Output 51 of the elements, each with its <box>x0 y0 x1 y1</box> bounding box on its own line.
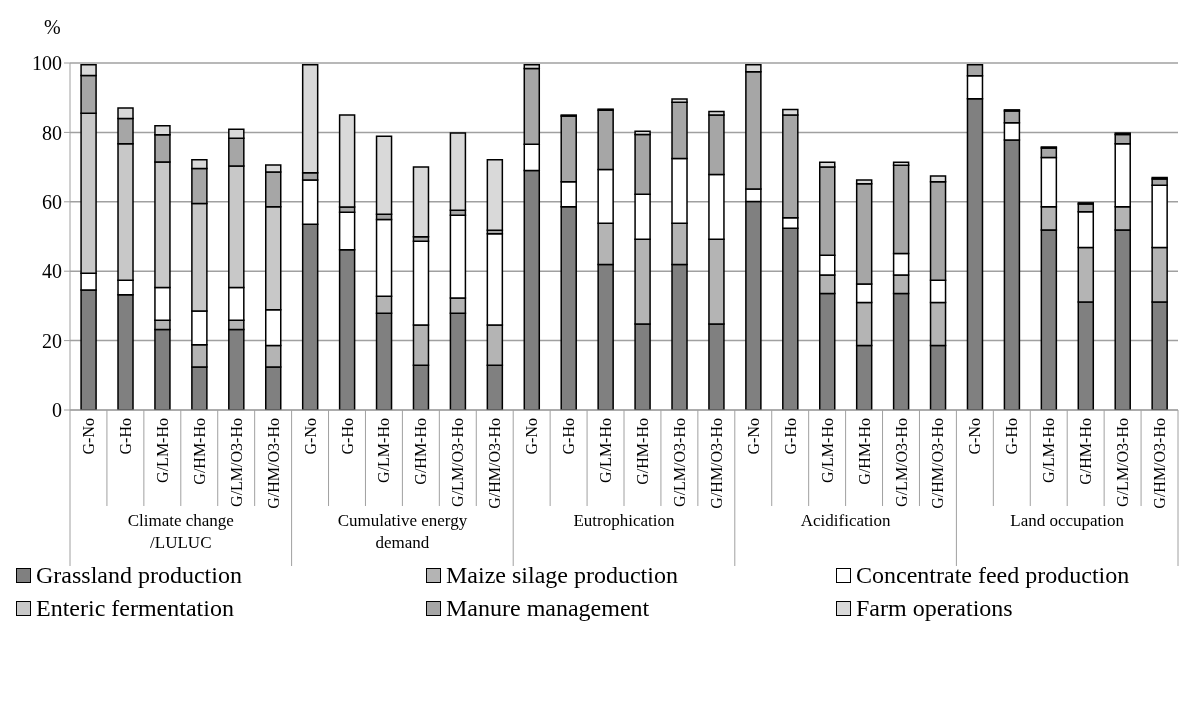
y-tick-label: 20 <box>42 329 62 352</box>
x-tick-label: G-No <box>966 418 984 455</box>
y-tick-label: 100 <box>32 52 62 75</box>
y-axis-title: % <box>44 16 61 39</box>
bar <box>412 166 430 238</box>
bar <box>375 135 393 216</box>
y-tick-label: 60 <box>42 190 62 213</box>
legend-label: Maize silage production <box>446 562 678 589</box>
text: Eutrophication <box>572 510 676 532</box>
x-tick-label: G-Ho <box>338 418 356 455</box>
legend-label: Farm operations <box>856 595 1013 622</box>
x-tick-label: G/LM/O3-Ho <box>227 418 245 507</box>
x-tick-label: G/HM-Ho <box>633 418 651 485</box>
text: Climate change /LULUC <box>126 510 235 554</box>
x-tick-label: G/LM/O3-Ho <box>449 418 467 507</box>
x-tick-label: G-Ho <box>1003 418 1021 455</box>
x-tick-label: G/LM-Ho <box>1040 418 1058 483</box>
x-tick-label: G/LM-Ho <box>597 418 615 483</box>
legend-label: Enteric fermentation <box>36 595 234 622</box>
x-tick-label: G-No <box>523 418 541 455</box>
x-tick-label: G-No <box>744 418 762 455</box>
text: Land occupation <box>1009 510 1126 532</box>
y-tick-label: 0 <box>52 399 62 422</box>
legend-label: Manure management <box>446 595 650 622</box>
x-tick-label: G-Ho <box>781 418 799 455</box>
x-tick-label: G/HM/O3-Ho <box>264 418 282 509</box>
text: Acidification <box>799 510 892 532</box>
x-tick-label: G/HM-Ho <box>190 418 208 485</box>
x-tick-label: G/HM/O3-Ho <box>929 418 947 509</box>
bar <box>486 159 504 231</box>
x-tick-label: G/LM/O3-Ho <box>1114 418 1132 507</box>
x-tick-label: G/LM-Ho <box>375 418 393 483</box>
y-tick-label: 40 <box>42 260 62 283</box>
x-tick-label: G-Ho <box>560 418 578 455</box>
legend-label: Concentrate feed production <box>856 562 1130 589</box>
y-tick-label: 80 <box>42 121 62 144</box>
x-tick-label: G/HM-Ho <box>855 418 873 485</box>
x-tick-label: G-No <box>79 418 97 455</box>
x-tick-label: G/HM-Ho <box>1077 418 1095 485</box>
legend-label: Grassland production <box>36 562 242 589</box>
text: Cumulative energy demand <box>336 510 469 554</box>
x-tick-label: G/HM-Ho <box>412 418 430 485</box>
x-tick-label: G/HM/O3-Ho <box>1151 418 1169 509</box>
x-tick-label: G/HM/O3-Ho <box>486 418 504 509</box>
x-tick-label: G-Ho <box>116 418 134 455</box>
x-tick-label: G/HM/O3-Ho <box>707 418 725 509</box>
x-tick-label: G/LM-Ho <box>818 418 836 483</box>
x-tick-label: G/LM/O3-Ho <box>670 418 688 507</box>
x-tick-label: G-No <box>301 418 319 455</box>
x-tick-label: G/LM-Ho <box>153 418 171 483</box>
x-tick-label: G/LM/O3-Ho <box>892 418 910 507</box>
